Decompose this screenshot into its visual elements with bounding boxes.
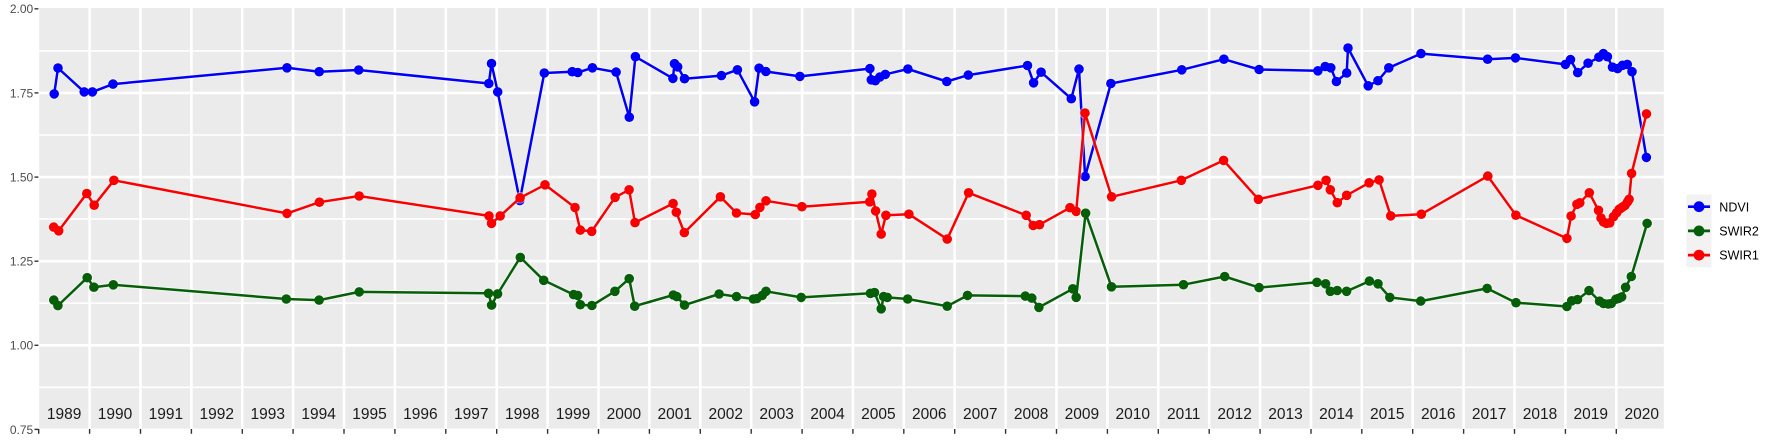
svg-text:2016: 2016 <box>1421 406 1455 423</box>
svg-text:2001: 2001 <box>658 406 692 423</box>
svg-text:2005: 2005 <box>861 406 895 423</box>
svg-text:1.00: 1.00 <box>10 339 34 353</box>
svg-text:1997: 1997 <box>454 406 488 423</box>
svg-text:2015: 2015 <box>1370 406 1404 423</box>
svg-text:1992: 1992 <box>200 406 234 423</box>
svg-text:1993: 1993 <box>250 406 284 423</box>
svg-text:1.50: 1.50 <box>10 171 34 185</box>
svg-text:1.75: 1.75 <box>10 86 34 100</box>
svg-text:2011: 2011 <box>1167 406 1200 423</box>
svg-text:1999: 1999 <box>556 406 590 423</box>
svg-text:2007: 2007 <box>963 406 997 423</box>
svg-text:2002: 2002 <box>708 406 742 423</box>
svg-text:2012: 2012 <box>1217 406 1251 423</box>
svg-text:2019: 2019 <box>1574 406 1608 423</box>
svg-text:2006: 2006 <box>912 406 946 423</box>
svg-text:1995: 1995 <box>352 406 386 423</box>
svg-text:SWIR2: SWIR2 <box>1719 225 1759 239</box>
svg-text:2010: 2010 <box>1116 406 1151 423</box>
svg-text:2013: 2013 <box>1268 406 1302 423</box>
svg-text:1990: 1990 <box>98 406 133 423</box>
svg-text:SWIR1: SWIR1 <box>1719 249 1759 263</box>
svg-text:2008: 2008 <box>1014 406 1048 423</box>
svg-text:2009: 2009 <box>1065 406 1099 423</box>
svg-text:1.25: 1.25 <box>10 255 34 269</box>
svg-text:2017: 2017 <box>1472 406 1506 423</box>
svg-text:NDVI: NDVI <box>1719 200 1749 214</box>
svg-text:2018: 2018 <box>1523 406 1557 423</box>
svg-text:1994: 1994 <box>301 406 336 423</box>
svg-text:1989: 1989 <box>47 406 81 423</box>
svg-text:2.00: 2.00 <box>10 2 34 16</box>
svg-text:2020: 2020 <box>1624 406 1659 423</box>
svg-text:1991: 1991 <box>149 406 183 423</box>
svg-text:2000: 2000 <box>607 406 642 423</box>
svg-text:2014: 2014 <box>1319 406 1354 423</box>
svg-text:2003: 2003 <box>759 406 793 423</box>
svg-text:1998: 1998 <box>505 406 539 423</box>
svg-text:1996: 1996 <box>403 406 437 423</box>
svg-text:0.75: 0.75 <box>10 423 34 437</box>
svg-text:2004: 2004 <box>810 406 845 423</box>
